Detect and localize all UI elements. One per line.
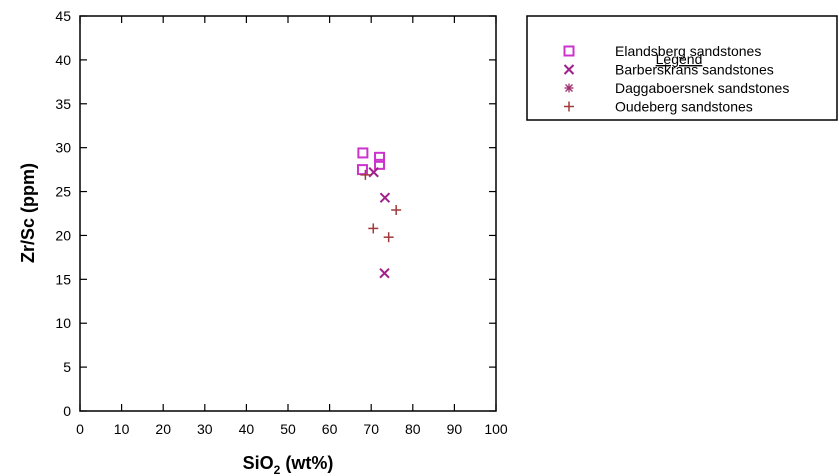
x-tick-label: 20 — [155, 421, 171, 437]
x-tick-label: 50 — [280, 421, 296, 437]
x-tick-label: 0 — [76, 421, 84, 437]
data-point-square — [357, 147, 369, 159]
y-tick-label: 20 — [55, 227, 71, 243]
legend-item: Daggaboersnek sandstones — [564, 80, 789, 96]
legend-marker-asterisk — [564, 83, 574, 93]
y-tick-label: 30 — [55, 140, 71, 156]
legend-item: Oudeberg sandstones — [564, 99, 753, 115]
x-axis: 0 10 20 30 40 50 60 70 80 90 100 — [76, 16, 508, 437]
x-tick-label: 70 — [363, 421, 379, 437]
data-point-square — [374, 151, 386, 163]
y-tick-label: 0 — [63, 403, 71, 419]
x-tick-label: 80 — [405, 421, 421, 437]
legend-label: Elandsberg sandstones — [615, 43, 761, 59]
y-axis: 0 5 10 15 20 25 30 35 40 45 — [55, 8, 496, 419]
x-tick-label: 60 — [322, 421, 338, 437]
y-tick-label: 15 — [55, 271, 71, 287]
data-point-x — [379, 267, 390, 279]
y-tick-label: 25 — [55, 184, 71, 200]
x-tick-label: 100 — [484, 421, 508, 437]
data-point-x — [368, 167, 379, 178]
x-tick-label: 10 — [114, 421, 130, 437]
data-point-plus — [383, 232, 394, 243]
data-point-plus — [360, 169, 371, 180]
legend-label: Barberskrans sandstones — [615, 62, 774, 78]
y-tick-label: 10 — [55, 315, 71, 331]
y-tick-label: 5 — [63, 359, 71, 375]
data-point-plus — [391, 204, 402, 215]
data-point-square — [374, 158, 386, 170]
legend-marker-x — [563, 64, 575, 75]
plot-area — [79, 15, 497, 412]
legend-item: Barberskrans sandstones — [563, 62, 774, 78]
x-tick-label: 90 — [447, 421, 463, 437]
y-tick-label: 40 — [55, 52, 71, 68]
data-point-square — [356, 164, 368, 176]
plot-frame — [79, 15, 497, 412]
y-axis-title: Zr/Sc (ppm) — [18, 163, 38, 263]
data-point-plus — [368, 223, 379, 234]
data-points — [356, 147, 402, 279]
data-point-x — [379, 192, 391, 203]
y-tick-label: 45 — [55, 8, 71, 24]
legend-label: Daggaboersnek sandstones — [615, 80, 789, 96]
legend-label: Oudeberg sandstones — [615, 99, 753, 115]
x-axis-title: SiO2 (wt%) — [243, 453, 334, 476]
legend-item: Elandsberg sandstones — [563, 43, 761, 59]
x-tick-label: 40 — [239, 421, 255, 437]
legend-box — [526, 15, 838, 121]
legend: Legend Elandsberg sandstones Barberskrans… — [526, 15, 838, 121]
legend-marker-plus — [564, 101, 574, 112]
y-tick-label: 35 — [55, 96, 71, 112]
legend-title: Legend — [656, 51, 703, 67]
legend-marker-square — [563, 45, 575, 57]
x-tick-label: 30 — [197, 421, 213, 437]
